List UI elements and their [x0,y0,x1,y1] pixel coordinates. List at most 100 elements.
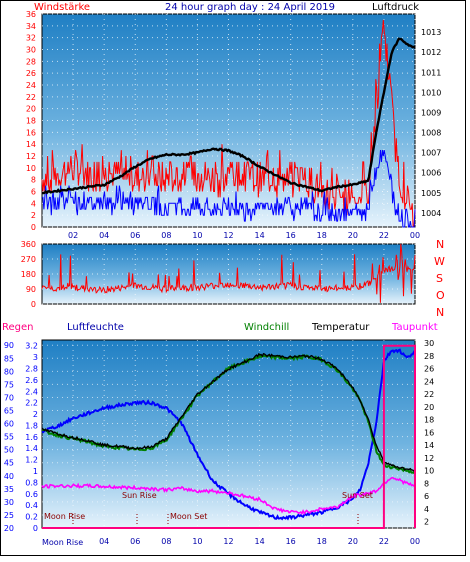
regen-label: Regen [2,322,34,333]
x-tick-label: 10 [192,231,202,240]
temperature-grid [42,340,416,529]
left-tick-label: 4 [31,199,36,208]
luftfeuchte-label: Luftfeuchte [67,322,124,333]
x-tick-label-bottom: 14 [254,537,264,546]
temperature-tick-label: 14 [424,441,434,450]
temperature-tick-label: 30 [424,339,434,348]
left-tick-label: 30 [26,46,36,55]
pressure-line [41,37,416,195]
x-tick-label: 06 [130,231,140,240]
right-tick-label: 1010 [421,88,441,97]
humidity-tick-label: 60 [4,420,14,429]
temperature-tick-label: 10 [424,467,434,476]
x-tick-label-bottom: 16 [286,537,296,546]
humidity-tick-label: 55 [4,433,14,442]
regen-tick-label: 0.6 [25,490,38,499]
left-tick-label: 6 [31,188,36,197]
regen-tick-label: 0.8 [25,478,38,487]
regen-tick-label: 1.8 [25,421,38,430]
compass-n-top: N [436,238,444,251]
regen-tick-label: 2.6 [25,376,38,385]
left-tick-label: 2 [31,211,36,220]
temperature-tick-label: 4 [424,505,429,514]
regen-tick-label: 1.2 [25,456,38,465]
temperature-tick-label: 12 [424,454,434,463]
regen-tick-label: 0 [33,524,38,533]
humidity-tick-label: 90 [4,341,14,350]
humidity-tick-label: 20 [4,524,14,533]
x-tick-label-bottom: 12 [223,537,233,546]
windstaerke-label: Windstärke [34,2,90,13]
humidity-tick-label: 80 [4,367,14,376]
humidity-tick-label: 25 [4,511,14,520]
direction-tick-label: 360 [21,240,36,249]
windchill-label: Windchill [244,322,289,333]
compass-o: O [436,289,445,302]
x-tick-label: 12 [223,231,233,240]
x-tick-label: 02 [68,231,78,240]
moon-rise-axis-label: Moon Rise [42,538,83,547]
left-tick-label: 32 [26,34,36,43]
regen-tick-label: 3.2 [25,342,38,351]
right-tick-label: 1013 [421,28,441,37]
left-tick-label: 20 [26,105,36,114]
regen-tick-label: 0.2 [25,513,38,522]
x-tick-label-bottom: 06 [130,537,140,546]
x-tick-label: 20 [348,231,358,240]
right-tick-label: 1006 [421,169,441,178]
temperature-tick-label: 2 [424,518,429,527]
temperature-tick-label: 20 [424,403,434,412]
temperature-tick-label: 22 [424,390,434,399]
x-tick-label-bottom: 00 [410,537,420,546]
right-tick-label: 1009 [421,108,441,117]
sun-set-label: Sun Set [342,491,373,500]
wind-avg-line [42,150,416,228]
regen-tick-label: 2 [33,410,38,419]
humidity-tick-label: 70 [4,393,14,402]
regen-tick-label: 3 [33,353,38,362]
left-tick-label: 14 [26,140,36,149]
right-tick-label: 1005 [421,189,441,198]
humidity-tick-label: 45 [4,459,14,468]
wind-direction-axes: 0 90 180 270 360 [21,240,36,309]
sun-rise-label: Sun Rise [122,491,157,500]
regen-tick-label: 1.4 [25,444,38,453]
direction-tick-label: 0 [31,300,36,309]
wind-direction-grid [42,243,416,305]
humidity-tick-label: 35 [4,485,14,494]
left-tick-label: 16 [26,128,36,137]
x-tick-label-bottom: 20 [348,537,358,546]
left-tick-label: 18 [26,117,36,126]
direction-tick-label: 180 [21,270,36,279]
humidity-tick-label: 40 [4,472,14,481]
direction-tick-label: 270 [21,255,36,264]
temperature-series [41,344,416,529]
compass-n-bottom: N [436,306,444,319]
x-tick-label-bottom: 04 [99,537,109,546]
right-tick-label: 1012 [421,48,441,57]
compass-w: W [434,255,445,268]
right-tick-label: 1007 [421,149,441,158]
right-tick-label: 1008 [421,129,441,138]
wind-direction-series [41,243,416,303]
regen-tick-label: 2.2 [25,399,38,408]
regen-tick-label: 1.6 [25,433,38,442]
moon-rise-label: Moon Rise [44,512,85,521]
left-tick-label: 22 [26,93,36,102]
regen-tick-label: 2.4 [25,387,38,396]
wind-pressure-grid [42,13,416,228]
x-tick-label: 08 [161,231,171,240]
wind-pressure-axes: 0246810121416182022242628303234361004100… [26,10,442,240]
x-tick-label-bottom: 22 [379,537,389,546]
regen-tick-label: 0.4 [25,501,38,510]
rain-line [42,344,416,529]
temperature-tick-label: 28 [424,352,434,361]
dewpoint-line [41,476,416,516]
wind-direction-line [41,243,416,303]
moon-set-label: Moon Set [170,512,207,521]
left-tick-label: 26 [26,69,36,78]
temperature-tick-label: 6 [424,492,429,501]
temperature-line [41,352,416,472]
chart-title: 24 hour graph day : 24 April 2019 [165,2,335,13]
